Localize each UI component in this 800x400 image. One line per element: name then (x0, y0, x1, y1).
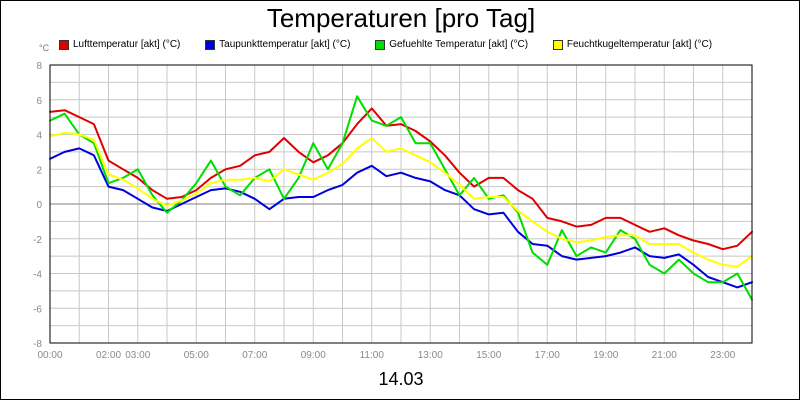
x-tick-label: 05:00 (184, 350, 209, 361)
legend-item-lufttemperatur: Lufttemperatur [akt] (°C) (59, 39, 180, 50)
y-unit-label: °C (39, 43, 50, 53)
y-tick-label: -4 (33, 270, 42, 281)
x-tick-label: 13:00 (418, 350, 443, 361)
legend: Lufttemperatur [akt] (°C) Taupunkttemper… (59, 39, 734, 53)
series-line-2 (49, 95, 753, 301)
x-tick-label: 03:00 (125, 350, 150, 361)
legend-swatch-taupunkttemperatur (205, 39, 216, 50)
legend-swatch-gefuehlte-temperatur (375, 39, 386, 50)
plot-border (49, 64, 753, 344)
legend-swatch-lufttemperatur (59, 39, 69, 50)
y-tick-label: -2 (33, 235, 42, 246)
legend-item-gefuehlte-temperatur: Gefuehlte Temperatur [akt] (°C) (375, 39, 528, 50)
x-tick-label: 00:00 (37, 350, 62, 361)
y-tick-label: 8 (36, 61, 42, 72)
x-tick-label: 11:00 (360, 350, 385, 361)
legend-label-taupunkttemperatur: Taupunkttemperatur [akt] (°C) (219, 39, 351, 50)
y-tick-label: 0 (36, 200, 42, 211)
legend-swatch-feuchtkugeltemperatur (552, 39, 563, 50)
x-tick-label: 21:00 (652, 350, 677, 361)
y-tick-label: 6 (36, 96, 42, 107)
series-line-3 (49, 131, 753, 268)
legend-item-feuchtkugeltemperatur: Feuchtkugeltemperatur [akt] (°C) (552, 39, 713, 50)
x-tick-label: 02:00 (96, 350, 121, 361)
y-tick-label: -8 (33, 339, 42, 350)
x-tick-label: 17:00 (535, 350, 560, 361)
x-tick-label: 09:00 (301, 350, 326, 361)
x-tick-label: 23:00 (710, 350, 735, 361)
series-line-1 (49, 147, 753, 289)
y-tick-label: 2 (36, 165, 42, 176)
legend-label-feuchtkugeltemperatur: Feuchtkugeltemperatur [akt] (°C) (566, 39, 713, 50)
x-tick-label: 07:00 (242, 350, 267, 361)
date-label: 14.03 (378, 369, 424, 389)
y-tick-label: 4 (36, 131, 42, 142)
x-tick-label: 15:00 (476, 350, 501, 361)
series-line-0 (49, 107, 753, 251)
legend-label-lufttemperatur: Lufttemperatur [akt] (°C) (73, 39, 181, 50)
y-tick-label: -6 (33, 304, 42, 315)
legend-item-taupunkttemperatur: Taupunkttemperatur [akt] (°C) (205, 39, 350, 50)
chart-title: Temperaturen [pro Tag] (266, 3, 536, 33)
legend-label-gefuehlte-temperatur: Gefuehlte Temperatur [akt] (°C) (389, 39, 529, 50)
x-tick-label: 19:00 (593, 350, 618, 361)
